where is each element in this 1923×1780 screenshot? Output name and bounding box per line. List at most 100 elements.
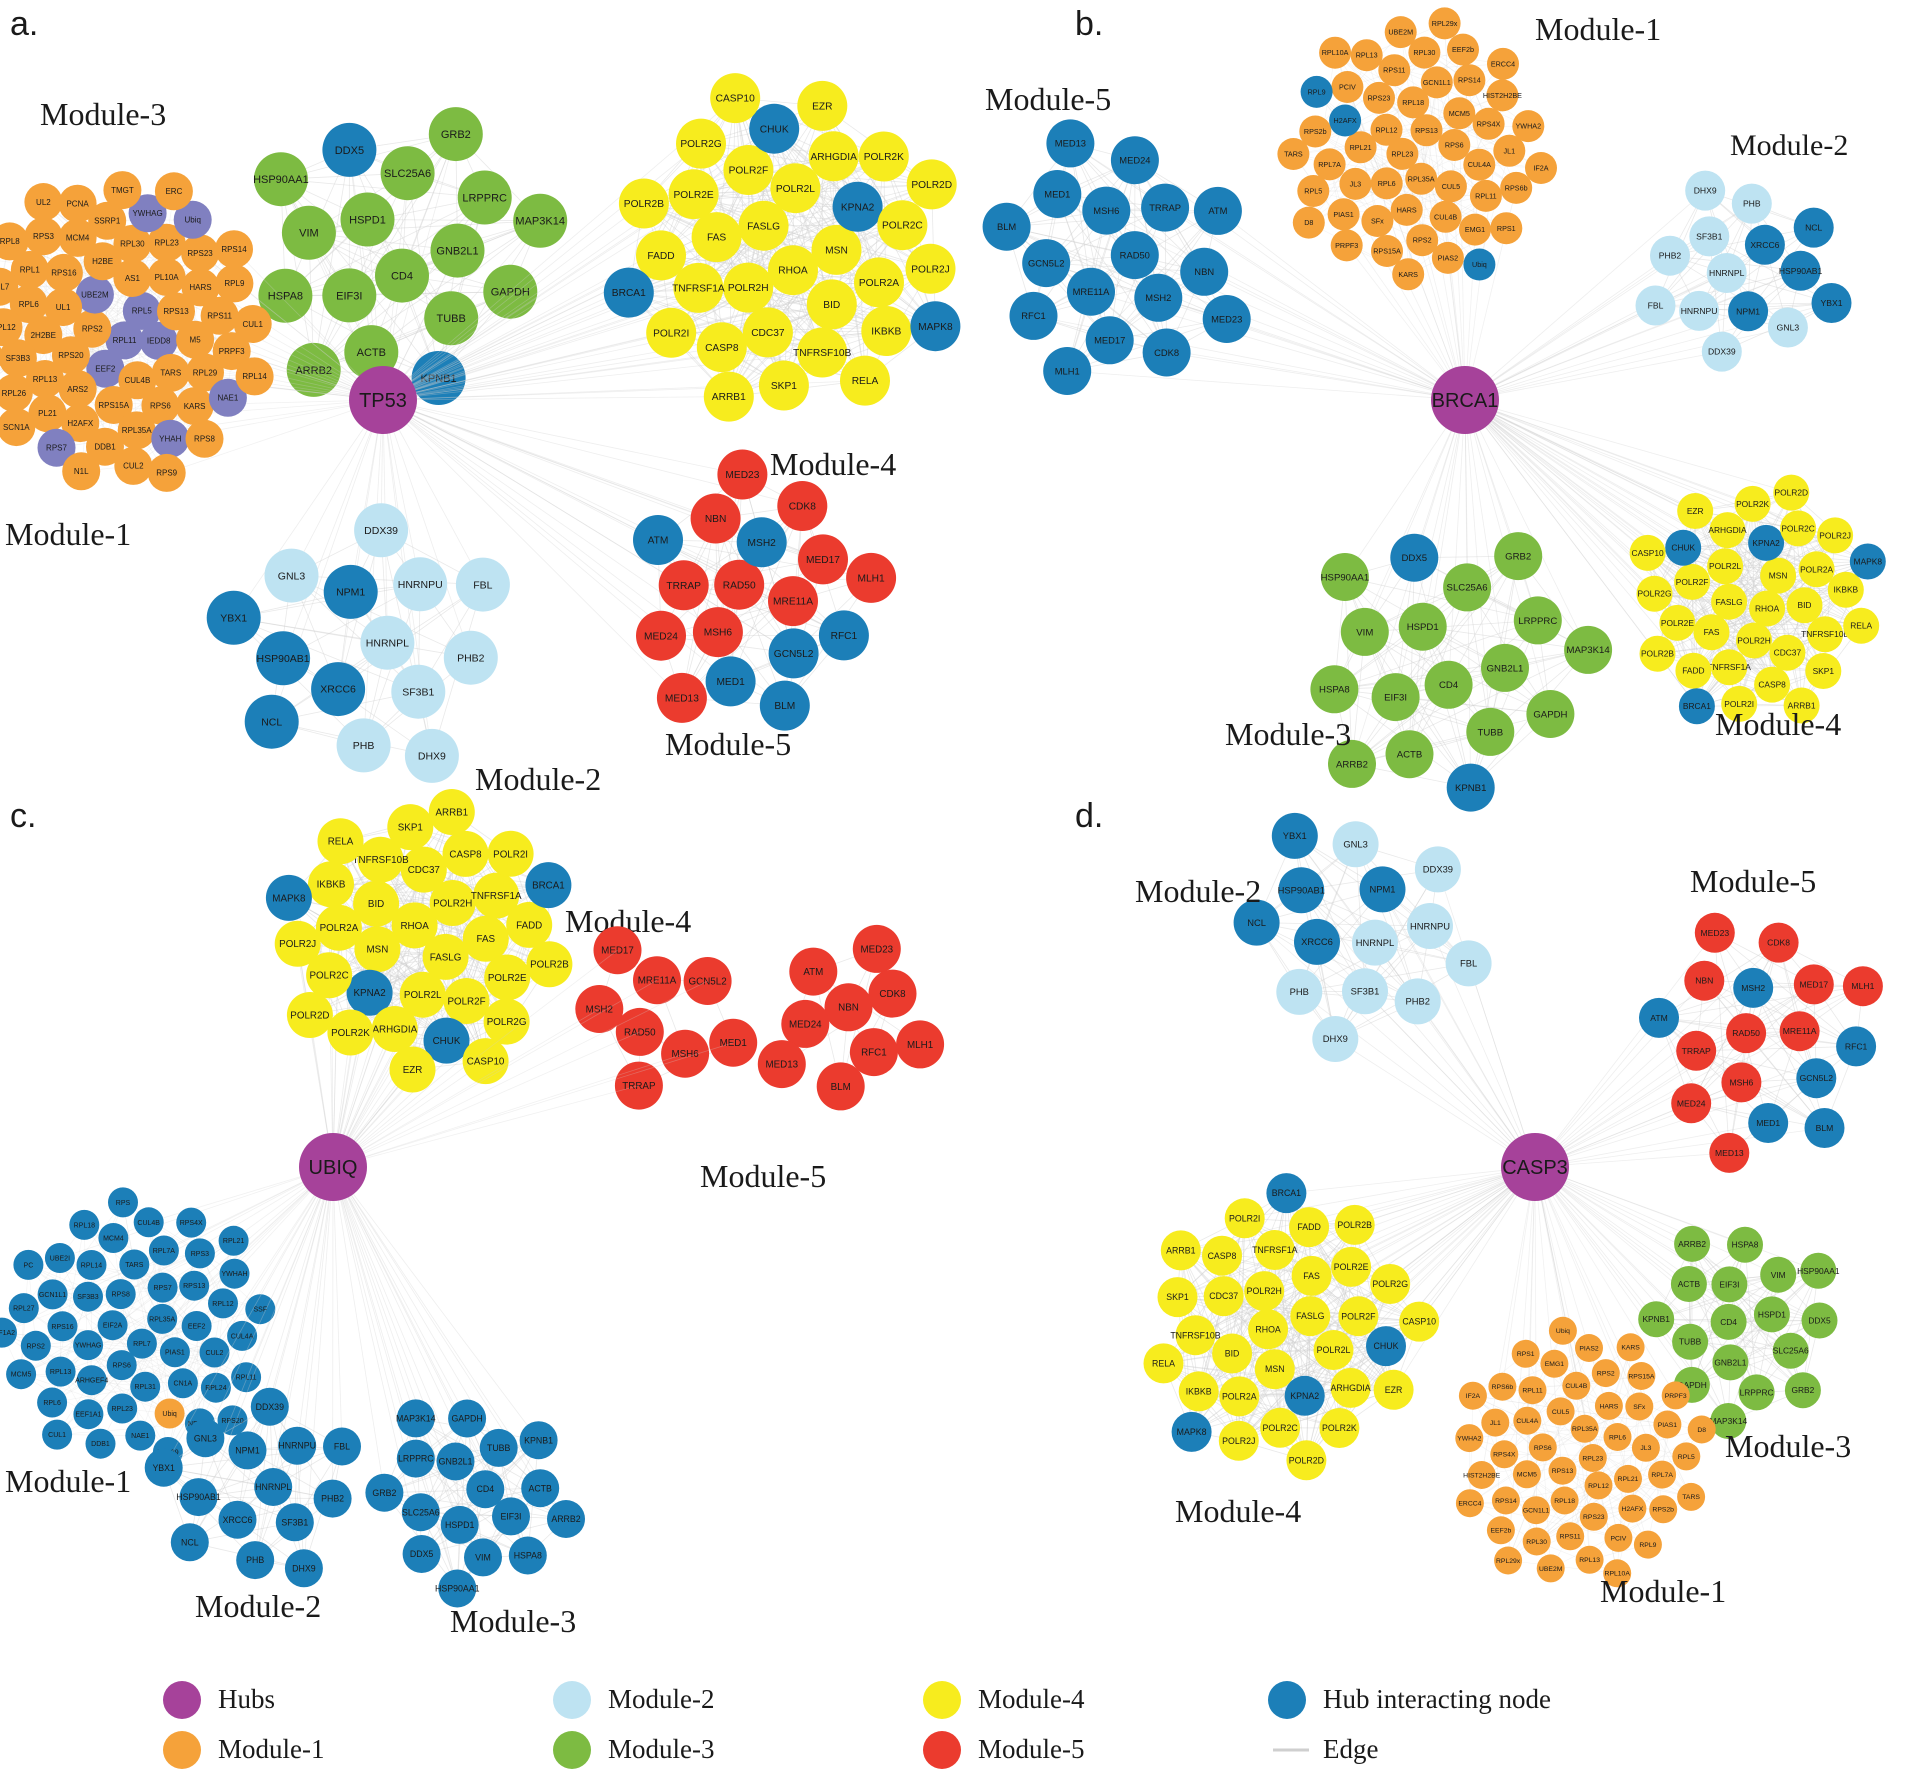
svg-text:MAP3K14: MAP3K14 bbox=[396, 1414, 436, 1424]
svg-text:RPL13: RPL13 bbox=[50, 1369, 72, 1376]
svg-text:RPS2: RPS2 bbox=[27, 1343, 45, 1350]
svg-text:BID: BID bbox=[1225, 1349, 1240, 1359]
svg-text:POLR2L: POLR2L bbox=[776, 184, 815, 195]
svg-text:CUL4B: CUL4B bbox=[1565, 1383, 1587, 1390]
svg-text:BLM: BLM bbox=[831, 1082, 851, 1093]
svg-text:CHUK: CHUK bbox=[760, 124, 789, 135]
svg-text:CASP3: CASP3 bbox=[1502, 1157, 1568, 1179]
svg-text:CD4: CD4 bbox=[1439, 680, 1459, 691]
svg-text:CUL1: CUL1 bbox=[48, 1432, 66, 1439]
svg-text:MSH2: MSH2 bbox=[748, 538, 777, 549]
svg-text:TUBB: TUBB bbox=[1478, 727, 1504, 738]
svg-text:GCN5L2: GCN5L2 bbox=[689, 977, 727, 988]
svg-text:NPM1: NPM1 bbox=[336, 587, 365, 599]
svg-text:Module-5: Module-5 bbox=[665, 726, 791, 762]
svg-text:PIAS1: PIAS1 bbox=[1658, 1422, 1677, 1429]
svg-text:ARRB1: ARRB1 bbox=[1166, 1246, 1195, 1256]
svg-text:UL1: UL1 bbox=[56, 303, 71, 312]
svg-text:MED23: MED23 bbox=[725, 470, 759, 481]
svg-text:RPL30: RPL30 bbox=[1526, 1539, 1547, 1546]
svg-text:FAS: FAS bbox=[1704, 627, 1720, 637]
svg-text:ATM: ATM bbox=[803, 967, 823, 978]
svg-text:SSF: SSF bbox=[253, 1307, 267, 1314]
svg-text:RPS3: RPS3 bbox=[33, 232, 54, 241]
svg-text:MLH1: MLH1 bbox=[858, 574, 886, 585]
svg-text:DHX9: DHX9 bbox=[1694, 186, 1717, 196]
svg-text:MLH1: MLH1 bbox=[907, 1040, 933, 1051]
svg-text:Edge: Edge bbox=[1323, 1734, 1378, 1764]
svg-text:BRCA1: BRCA1 bbox=[1272, 1188, 1301, 1198]
svg-text:PHB2: PHB2 bbox=[1659, 251, 1682, 261]
svg-text:MED23: MED23 bbox=[860, 944, 893, 955]
svg-text:MAPK8: MAPK8 bbox=[1177, 1427, 1207, 1437]
svg-text:CASP8: CASP8 bbox=[1758, 680, 1786, 690]
svg-text:HNRNPL: HNRNPL bbox=[366, 637, 409, 649]
svg-text:RPL23: RPL23 bbox=[1582, 1455, 1603, 1462]
svg-text:KPNA2: KPNA2 bbox=[354, 988, 386, 999]
svg-text:BID: BID bbox=[823, 300, 840, 311]
svg-text:FADD: FADD bbox=[516, 920, 542, 931]
svg-text:JL3: JL3 bbox=[1350, 179, 1362, 188]
svg-text:Module-1: Module-1 bbox=[5, 516, 131, 552]
svg-text:FADD: FADD bbox=[1682, 666, 1704, 676]
svg-text:HIST2H2BE: HIST2H2BE bbox=[1463, 1472, 1500, 1479]
svg-text:SF3B1: SF3B1 bbox=[1351, 985, 1380, 996]
svg-text:VIM: VIM bbox=[1356, 627, 1373, 638]
svg-text:RPS4X: RPS4X bbox=[180, 1220, 203, 1227]
svg-text:RHOA: RHOA bbox=[1755, 604, 1780, 614]
svg-text:POLR2E: POLR2E bbox=[1661, 618, 1694, 628]
svg-text:TP53: TP53 bbox=[359, 390, 407, 412]
svg-text:RHOA: RHOA bbox=[400, 921, 429, 932]
svg-text:RPL29: RPL29 bbox=[193, 368, 218, 377]
svg-text:Module-3: Module-3 bbox=[608, 1734, 714, 1764]
svg-text:MED13: MED13 bbox=[1715, 1148, 1744, 1158]
svg-text:CDK8: CDK8 bbox=[1767, 938, 1790, 948]
svg-text:HARS: HARS bbox=[1397, 205, 1417, 214]
svg-text:RAD50: RAD50 bbox=[723, 580, 756, 591]
svg-text:POLR2B: POLR2B bbox=[624, 199, 664, 210]
svg-text:POLR2B: POLR2B bbox=[530, 960, 569, 971]
svg-text:MED1: MED1 bbox=[1044, 188, 1070, 199]
svg-text:UBE2M: UBE2M bbox=[1388, 28, 1413, 37]
svg-text:POLR2I: POLR2I bbox=[493, 849, 528, 860]
svg-text:HNRNPU: HNRNPU bbox=[398, 579, 443, 591]
svg-text:SF3B1: SF3B1 bbox=[1696, 231, 1722, 241]
svg-text:MAPK8: MAPK8 bbox=[918, 322, 953, 333]
svg-text:EIF3I: EIF3I bbox=[336, 290, 362, 302]
svg-text:RPL6: RPL6 bbox=[1609, 1434, 1626, 1441]
svg-text:ARRB2: ARRB2 bbox=[1336, 759, 1368, 770]
svg-text:RHOA: RHOA bbox=[1255, 1324, 1281, 1334]
svg-text:TUBB: TUBB bbox=[1679, 1337, 1702, 1347]
svg-text:MLH1: MLH1 bbox=[1851, 981, 1874, 991]
svg-text:CUL5: CUL5 bbox=[1552, 1409, 1570, 1416]
svg-text:EZR: EZR bbox=[403, 1065, 423, 1076]
svg-text:MAP3K14: MAP3K14 bbox=[1566, 645, 1610, 656]
svg-text:RPL31: RPL31 bbox=[134, 1384, 156, 1391]
svg-text:MCM4: MCM4 bbox=[103, 1236, 124, 1243]
svg-text:MAPK8: MAPK8 bbox=[272, 893, 306, 904]
svg-text:H2AFX: H2AFX bbox=[67, 419, 93, 428]
svg-text:HSP90AB1: HSP90AB1 bbox=[1278, 885, 1325, 896]
svg-text:TRRAP: TRRAP bbox=[1682, 1046, 1711, 1056]
svg-text:LRPPRC: LRPPRC bbox=[398, 1454, 434, 1464]
svg-text:JL3: JL3 bbox=[1640, 1445, 1651, 1452]
svg-text:RPS23: RPS23 bbox=[1583, 1514, 1605, 1521]
svg-text:KPNA2: KPNA2 bbox=[1290, 1391, 1319, 1401]
svg-text:POLR2J: POLR2J bbox=[1819, 530, 1851, 540]
svg-text:KPNB1: KPNB1 bbox=[524, 1435, 553, 1445]
svg-text:CDC37: CDC37 bbox=[408, 865, 440, 876]
svg-text:RPS15A: RPS15A bbox=[1628, 1373, 1655, 1380]
svg-text:RPS1: RPS1 bbox=[1497, 224, 1516, 233]
svg-text:IF2A: IF2A bbox=[1533, 164, 1548, 173]
svg-text:HIST2H2BE: HIST2H2BE bbox=[1483, 91, 1522, 100]
svg-text:RPS6b: RPS6b bbox=[1492, 1384, 1514, 1391]
svg-text:ERC: ERC bbox=[165, 187, 182, 196]
svg-text:RPL35A: RPL35A bbox=[1408, 174, 1435, 183]
svg-text:RPS9: RPS9 bbox=[156, 469, 177, 478]
svg-text:SKP1: SKP1 bbox=[1813, 666, 1835, 676]
svg-text:POLR2B: POLR2B bbox=[1337, 1220, 1372, 1230]
svg-text:MCM4: MCM4 bbox=[66, 234, 90, 243]
svg-text:POLR2I: POLR2I bbox=[653, 328, 689, 339]
svg-text:EIF3I: EIF3I bbox=[1384, 692, 1407, 703]
svg-text:HSP90AA1: HSP90AA1 bbox=[435, 1584, 480, 1594]
